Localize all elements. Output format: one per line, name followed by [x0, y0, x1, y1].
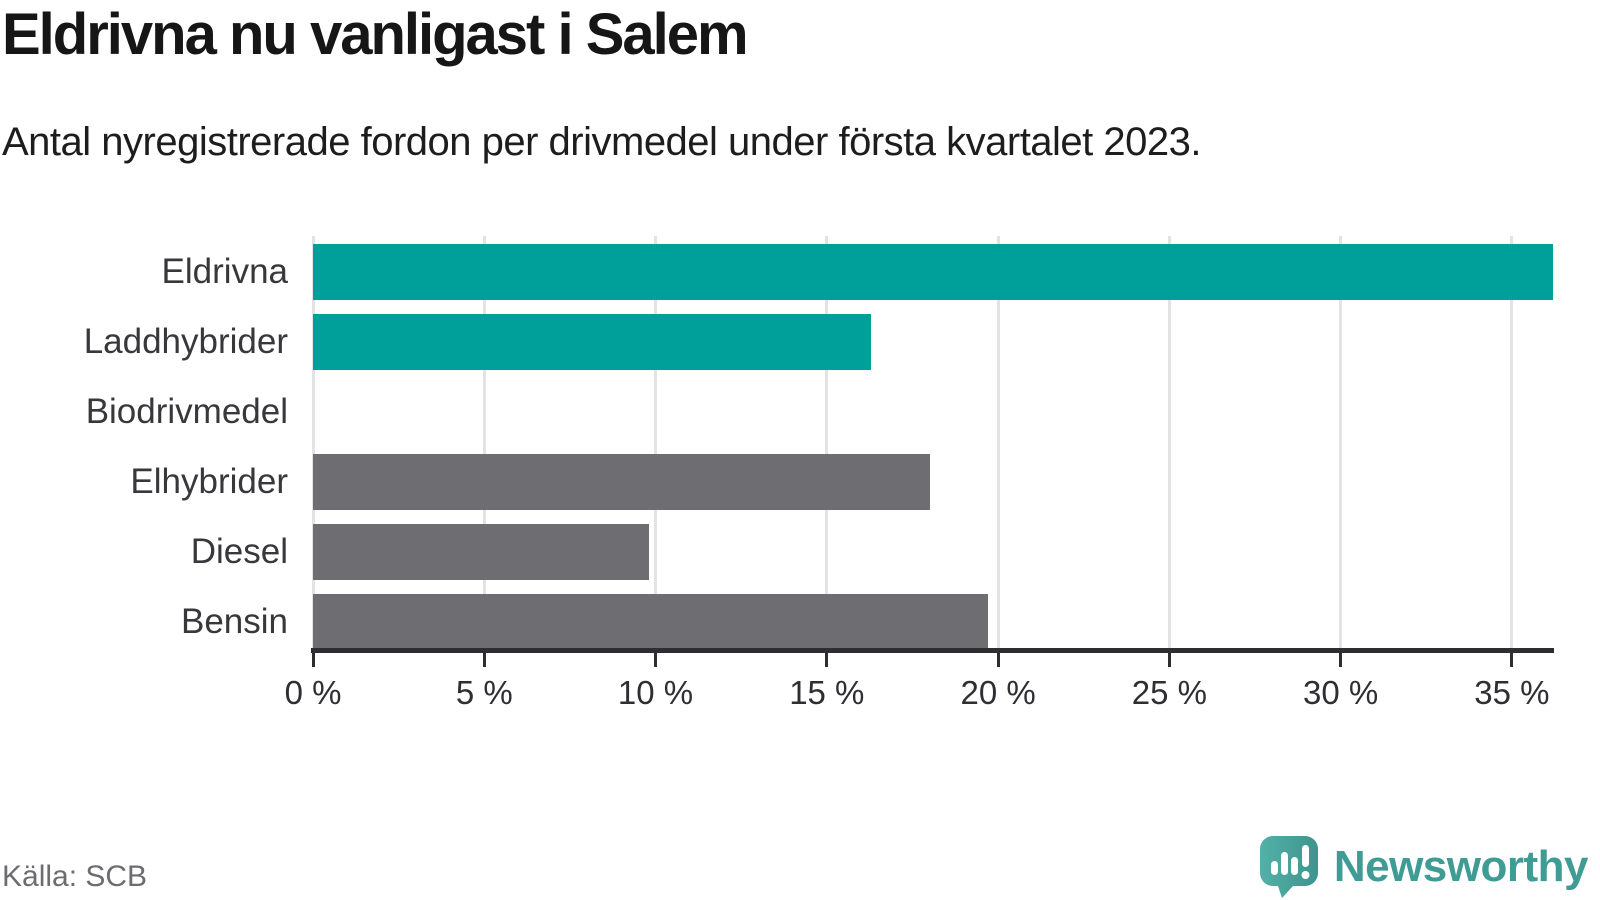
gridline-30 [1339, 236, 1343, 650]
x-tick-30 [1339, 653, 1343, 667]
x-tick-label-25: 25 % [1131, 674, 1207, 711]
category-label-biodrivmedel: Biodrivmedel [85, 392, 288, 431]
x-tick-label-0: 0 % [284, 674, 342, 711]
category-label-laddhybrider: Laddhybrider [83, 322, 288, 361]
bar-chart-plot-area [311, 236, 1553, 650]
x-axis-line [311, 648, 1554, 653]
bar-laddhybrider [313, 314, 872, 370]
newsworthy-logo: Newsworthy [1259, 836, 1589, 898]
x-tick-25 [1167, 653, 1171, 667]
gridline-35 [1510, 236, 1514, 650]
x-tick-label-35: 35 % [1474, 674, 1550, 711]
gridline-25 [1167, 236, 1171, 650]
gridline-15 [825, 236, 829, 650]
bar-diesel [313, 524, 649, 580]
x-tick-10 [654, 653, 658, 667]
x-tick-label-30: 30 % [1303, 674, 1379, 711]
x-tick-label-15: 15 % [789, 674, 865, 711]
x-tick-35 [1510, 653, 1514, 667]
category-label-elhybrider: Elhybrider [130, 462, 288, 501]
source-label: Källa: SCB [2, 860, 148, 893]
gridline-10 [654, 236, 658, 650]
chart-subtitle: Antal nyregistrerade fordon per drivmede… [2, 120, 1202, 164]
bar-bensin [313, 594, 988, 650]
x-tick-5 [482, 653, 486, 667]
gridline-5 [482, 236, 486, 650]
gridline-0 [311, 236, 315, 650]
x-tick-label-20: 20 % [960, 674, 1036, 711]
x-tick-label-5: 5 % [455, 674, 513, 711]
x-tick-15 [825, 653, 829, 667]
bar-elhybrider [313, 454, 930, 510]
newsworthy-wordmark: Newsworthy [1333, 842, 1589, 891]
category-label-bensin: Bensin [180, 602, 288, 641]
chart-title: Eldrivna nu vanligast i Salem [2, 2, 749, 67]
newsworthy-speech-bubble-chart-icon [1259, 836, 1318, 898]
x-tick-0 [311, 653, 315, 667]
gridline-20 [996, 236, 1000, 650]
category-label-diesel: Diesel [190, 532, 288, 571]
bar-eldrivna [313, 244, 1553, 300]
x-tick-20 [996, 653, 1000, 667]
x-tick-label-10: 10 % [617, 674, 694, 711]
category-label-eldrivna: Eldrivna [161, 252, 288, 291]
